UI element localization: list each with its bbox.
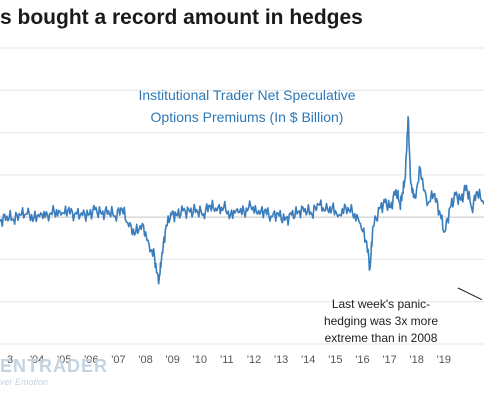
- x-tick-label: '04: [30, 354, 44, 366]
- x-tick-label: '16: [355, 354, 369, 366]
- x-tick-label: '09: [166, 354, 180, 366]
- watermark-logo: ENTRADER: [0, 356, 109, 376]
- x-tick-label: '06: [84, 354, 98, 366]
- chart-title-line-1: Institutional Trader Net Speculative: [138, 87, 356, 103]
- x-tick-label: '11: [220, 354, 234, 366]
- annotation-line-3: extreme than in 2008: [324, 331, 438, 345]
- x-tick-label: '15: [328, 354, 342, 366]
- x-tick-label: '12: [247, 354, 261, 366]
- x-tick-label: '18: [410, 354, 424, 366]
- chart-title: Institutional Trader Net Speculative Opt…: [112, 84, 382, 128]
- chart-area: 3 '04 '05 '06 '07 '08 '09 '10 '11 '12 '13 '14 '15 '16…: [0, 38, 484, 404]
- line-chart: 3 '04 '05 '06 '07 '08 '09 '10 '11 '12 '13 '14 '15 '16…: [0, 47, 484, 366]
- annotation-line-1: Last week's panic-: [331, 297, 431, 311]
- headline: s bought a record amount in hedges: [0, 6, 363, 29]
- x-tick-label: '17: [382, 354, 396, 366]
- watermark-tagline: ver Emotion: [0, 377, 49, 387]
- x-axis-ticks: 3 '04 '05 '06 '07 '08 '09 '10 '11 '12 '13 '14 '15 '16…: [7, 354, 451, 366]
- series-line: [0, 115, 484, 285]
- x-tick-label: '07: [111, 354, 125, 366]
- gridlines: [0, 47, 484, 345]
- x-tick-label: '13: [274, 354, 288, 366]
- chart-title-line-2: Options Premiums (In $ Billion): [150, 109, 344, 125]
- x-tick-label: 3: [7, 354, 13, 366]
- x-tick-label: '10: [193, 354, 207, 366]
- x-tick-label: '14: [301, 354, 315, 366]
- x-tick-label: '05: [57, 354, 71, 366]
- x-tick-label: '19: [437, 354, 451, 366]
- annotation-arrow-group: [457, 287, 483, 301]
- series-lines: [0, 115, 484, 285]
- annotation-text: Last week's panic- hedging was 3x more e…: [302, 296, 460, 347]
- annotation-arrow: [457, 287, 483, 301]
- annotation-line-2: hedging was 3x more: [323, 314, 439, 328]
- x-tick-label: '08: [138, 354, 152, 366]
